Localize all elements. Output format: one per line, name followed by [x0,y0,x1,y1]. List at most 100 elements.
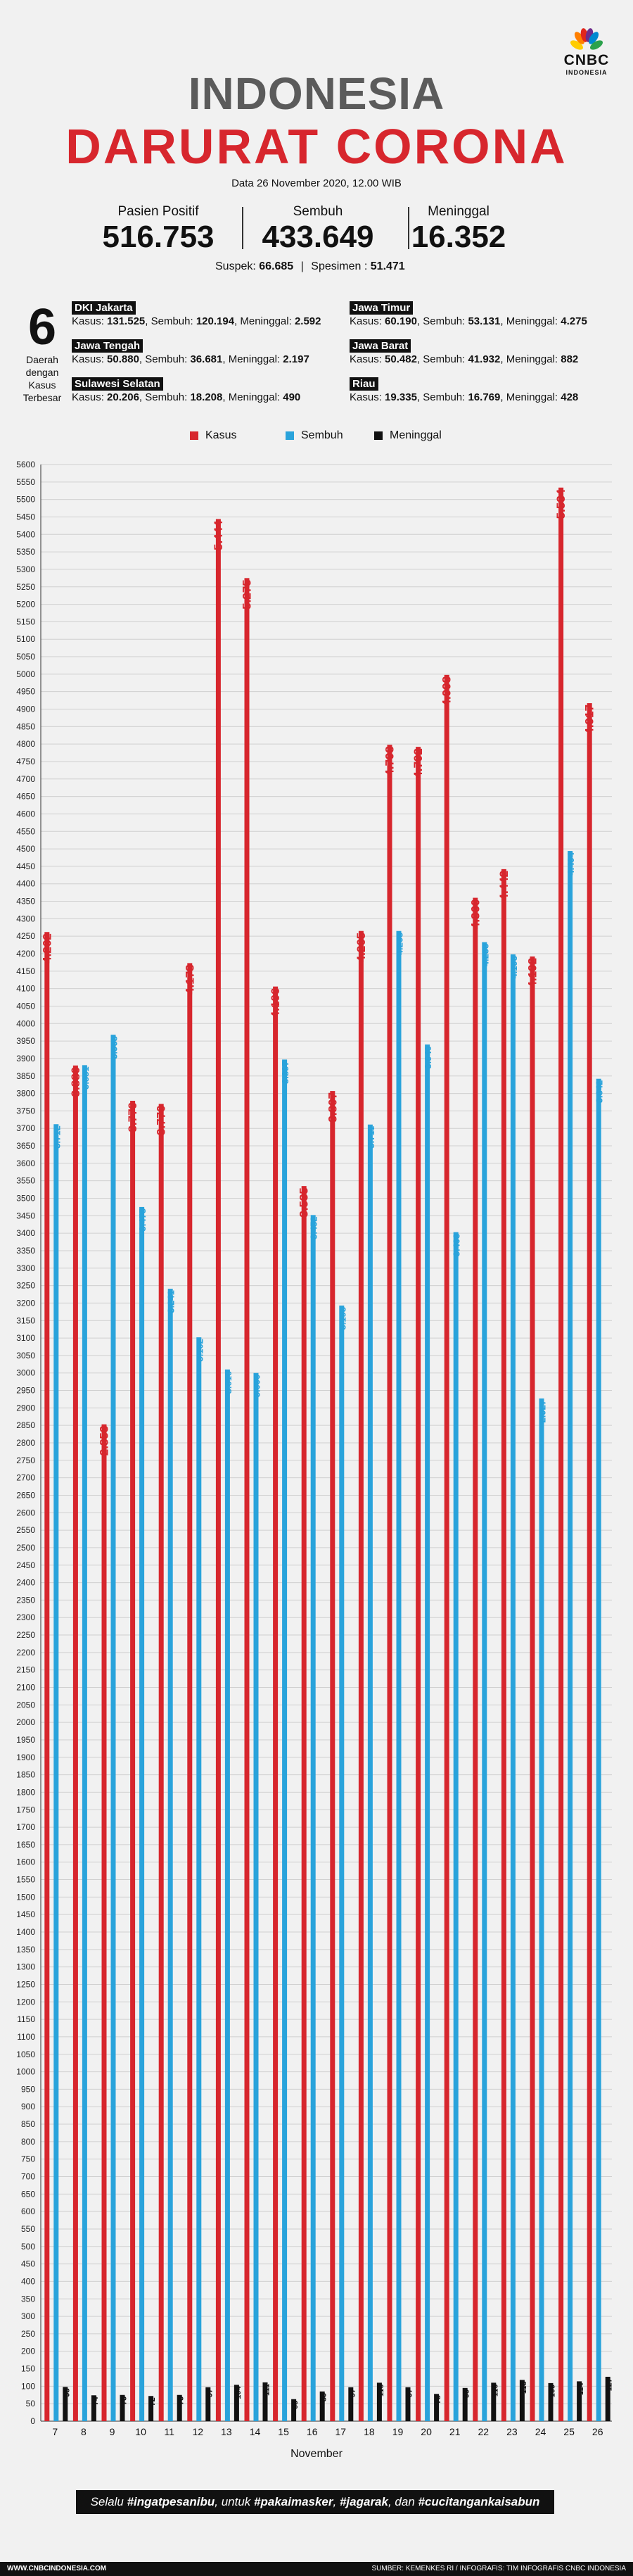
y-tick-label: 950 [21,2084,35,2094]
y-tick-label: 3150 [16,1315,35,1325]
y-tick-label: 5000 [16,669,35,679]
data-label-meninggal: 78 [434,2395,442,2404]
y-tick-label: 5250 [16,582,35,592]
data-label-meninggal: 127 [606,2378,614,2391]
stat-value: 516.753 [102,220,215,254]
legend-label: Meninggal [390,429,442,441]
y-tick-label: 3700 [16,1123,35,1133]
y-tick-label: 1700 [16,1822,35,1832]
y-tick-label: 750 [21,2154,35,2164]
y-tick-label: 5050 [16,652,35,662]
legend-label: Kasus [205,429,237,441]
region-jawa-barat: Jawa Barat Kasus: 50.482, Sembuh: 41.932… [350,339,631,365]
y-tick-label: 5300 [16,564,35,574]
data-label-kasus: 5.275 [241,579,254,610]
data-label-sembuh: 3.712 [51,1125,62,1149]
region-name: Sulawesi Selatan [72,377,163,391]
y-tick-label: 4650 [16,792,35,802]
data-label-meninggal: 63 [291,2401,300,2409]
y-tick-label: 5200 [16,600,35,610]
bar-meninggal [148,2396,154,2421]
bar-kasus [330,1091,335,2421]
bar-meninggal [519,2380,525,2421]
y-tick-label: 900 [21,2102,35,2111]
bar-sembuh [339,1305,345,2421]
bar-meninggal [234,2385,239,2421]
bar-sembuh [310,1215,316,2421]
y-tick-label: 2500 [16,1543,35,1553]
bar-kasus [244,578,250,2421]
bar-sembuh [282,1059,288,2421]
bar-meninggal [434,2394,440,2421]
data-label-meninggal: 97 [205,2389,214,2397]
footer-bar: WWW.CNBCINDONESIA.COM SUMBER: KEMENKES R… [0,2562,633,2576]
stat-positif: Pasien Positif 516.753 [74,204,243,255]
bar-chart: 0 50 100 150 200 250 300 350 400 450 500 550 600 650 7… [16,460,614,2437]
data-label-meninggal: 74 [91,2396,100,2405]
data-label-kasus: 3.779 [126,1102,139,1132]
y-tick-label: 5350 [16,547,35,557]
y-tick-label: 2200 [16,1648,35,1658]
y-tick-label: 3300 [16,1263,35,1273]
data-label-meninggal: 95 [463,2389,471,2398]
x-tick-label: 19 [392,2426,404,2437]
region-sulawesi-selatan: Sulawesi Selatan Kasus: 20.206, Sembuh: … [72,377,353,403]
y-tick-label: 400 [21,2276,35,2286]
page-title-line2: DARURAT CORONA [65,119,568,174]
region-riau: Riau Kasus: 19.335, Sembuh: 16.769, Meni… [350,377,631,403]
data-label-meninggal: 110 [377,2384,385,2397]
y-tick-label: 4400 [16,879,35,889]
bar-sembuh [82,1065,87,2421]
bar-kasus [473,897,478,2422]
bar-kasus [273,986,279,2421]
data-label-meninggal: 118 [520,2381,528,2394]
x-tick-label: 7 [52,2426,58,2437]
y-tick-label: 1650 [16,1840,35,1850]
y-tick-label: 4350 [16,897,35,907]
x-tick-label: 24 [535,2426,546,2437]
y-tick-label: 3900 [16,1054,35,1063]
y-tick-label: 100 [21,2381,35,2391]
bar-kasus [587,703,592,2422]
y-tick-label: 200 [21,2347,35,2356]
y-tick-label: 5600 [16,460,35,469]
y-tick-label: 2750 [16,1456,35,1465]
y-tick-label: 4050 [16,1001,35,1011]
data-label-sembuh: 3.842 [594,1080,605,1104]
region-name: Jawa Barat [350,339,411,353]
campaign-banner: Selalu #ingatpesanibu, untuk #pakaimaske… [76,2490,554,2514]
region-jawa-timur: Jawa Timur Kasus: 60.190, Sembuh: 53.131… [350,301,631,327]
bar-meninggal [291,2399,297,2421]
x-tick-label: 13 [221,2426,232,2437]
data-label-meninggal: 75 [120,2397,129,2405]
bar-kasus [72,1065,78,2421]
y-tick-label: 1100 [17,2032,35,2042]
spesimen-label: Spesimen : [311,260,368,272]
stat-value: 16.352 [411,220,506,254]
data-label-meninggal: 109 [549,2385,557,2397]
y-tick-label: 1350 [16,1945,35,1955]
x-tick-label: 25 [563,2426,575,2437]
bar-sembuh [253,1372,259,2421]
x-tick-label: 8 [81,2426,87,2437]
y-tick-label: 150 [21,2364,35,2374]
bar-kasus [358,930,364,2421]
y-tick-label: 5400 [16,529,35,539]
bar-sembuh [367,1124,373,2421]
region-stats: Kasus: 19.335, Sembuh: 16.769, Meninggal… [350,391,579,403]
data-label-meninggal: 72 [148,2397,157,2406]
bar-meninggal [376,2382,382,2421]
y-tick-label: 4950 [16,687,35,697]
peacock-logo-icon [570,28,603,50]
bar-kasus [387,745,392,2421]
y-tick-label: 5100 [16,634,35,644]
x-tick-label: 16 [307,2426,318,2437]
region-stats: Kasus: 50.482, Sembuh: 41.932, Meninggal… [350,353,579,365]
legend-sembuh: Sembuh [286,429,343,442]
data-label-sembuh: 3.452 [309,1216,319,1239]
y-tick-label: 0 [30,2416,35,2426]
y-tick-label: 2900 [16,1403,35,1413]
y-tick-label: 2400 [16,1578,35,1588]
stat-label: Pasien Positif [117,204,199,219]
y-tick-label: 3800 [16,1089,35,1099]
